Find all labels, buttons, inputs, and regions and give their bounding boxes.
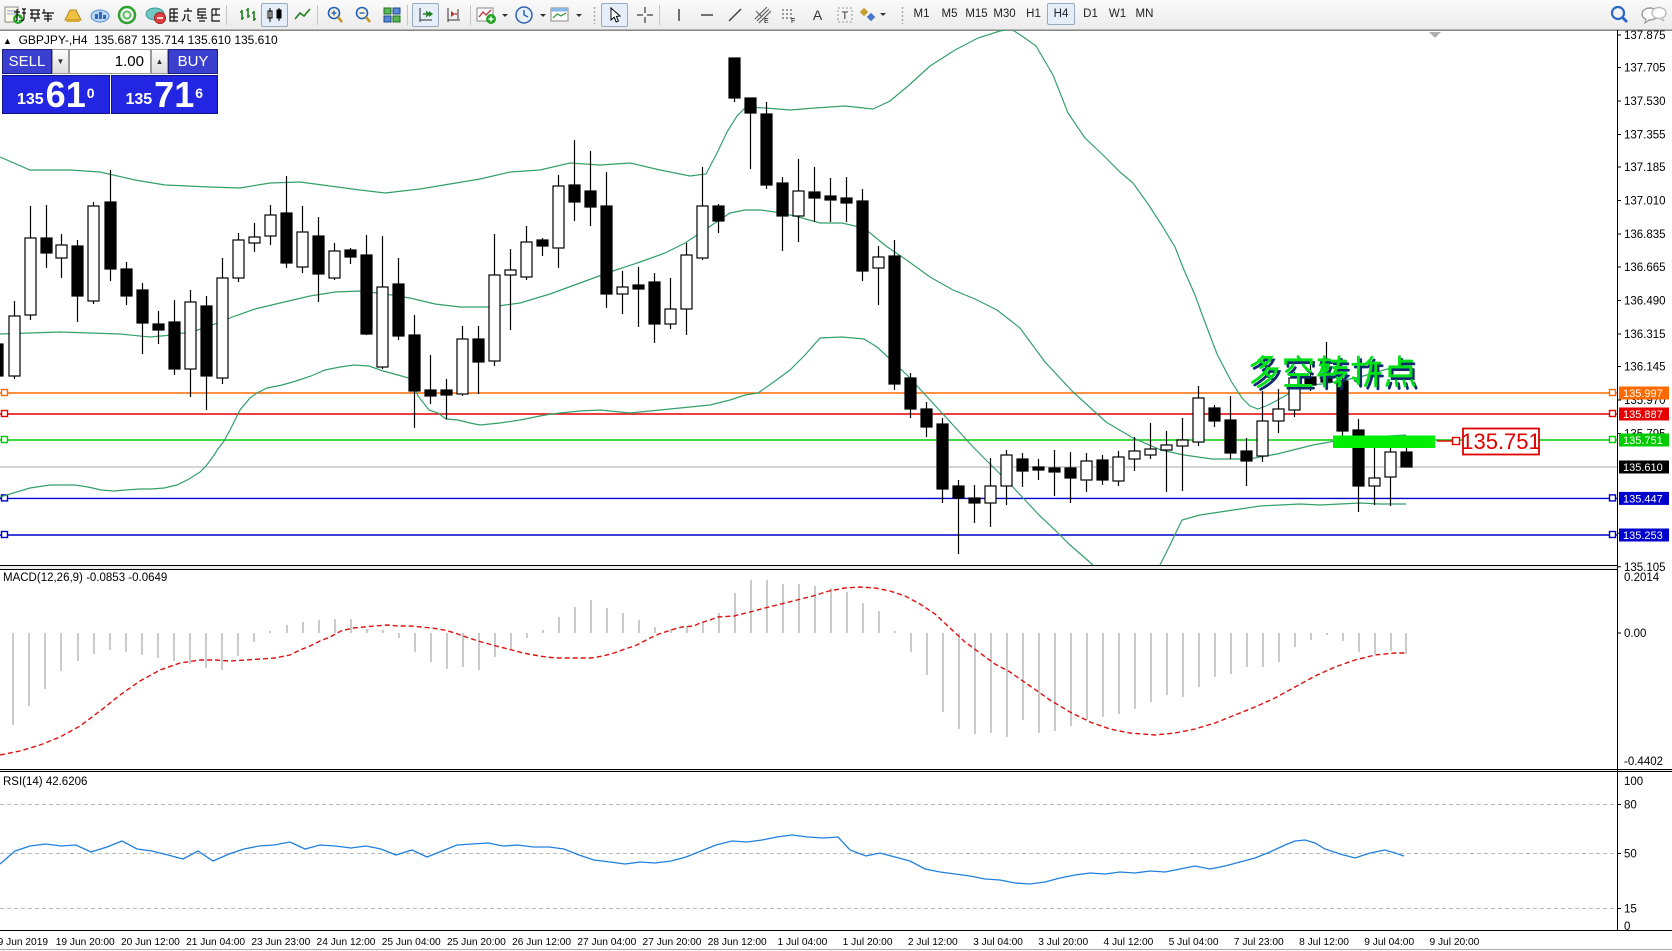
svg-text:0.00: 0.00: [1624, 628, 1646, 640]
svg-text:15: 15: [1624, 904, 1637, 916]
svg-text:136.145: 136.145: [1624, 362, 1666, 374]
svg-text:1 Jul 20:00: 1 Jul 20:00: [843, 937, 893, 948]
svg-text:136.490: 136.490: [1624, 296, 1666, 308]
svg-text:25 Jun 04:00: 25 Jun 04:00: [382, 937, 441, 948]
svg-text:27 Jun 20:00: 27 Jun 20:00: [643, 937, 702, 948]
svg-text:24 Jun 12:00: 24 Jun 12:00: [317, 937, 376, 948]
svg-text:135.887: 135.887: [1623, 409, 1663, 421]
svg-text:7 Jul 23:00: 7 Jul 23:00: [1234, 937, 1284, 948]
svg-text:136.665: 136.665: [1624, 262, 1666, 274]
svg-text:0.2014: 0.2014: [1624, 572, 1660, 584]
svg-text:137.355: 137.355: [1624, 130, 1666, 142]
svg-text:21 Jun 04:00: 21 Jun 04:00: [186, 937, 245, 948]
svg-text:RSI(14) 42.6206: RSI(14) 42.6206: [3, 776, 87, 788]
svg-text:137.185: 137.185: [1624, 162, 1666, 174]
svg-text:135.751: 135.751: [1623, 435, 1663, 447]
svg-text:137.530: 137.530: [1624, 96, 1666, 108]
svg-text:9 Jul 20:00: 9 Jul 20:00: [1429, 937, 1479, 948]
svg-text:137.705: 137.705: [1624, 63, 1666, 75]
svg-text:20 Jun 12:00: 20 Jun 12:00: [121, 937, 180, 948]
svg-text:23 Jun 23:00: 23 Jun 23:00: [251, 937, 310, 948]
svg-text:25 Jun 20:00: 25 Jun 20:00: [447, 937, 506, 948]
svg-text:137.010: 137.010: [1624, 196, 1666, 208]
svg-text:135.447: 135.447: [1623, 493, 1663, 505]
svg-text:5 Jul 04:00: 5 Jul 04:00: [1169, 937, 1219, 948]
svg-text:F: F: [791, 18, 795, 24]
svg-text:136.315: 136.315: [1624, 329, 1666, 341]
svg-text:26 Jun 12:00: 26 Jun 12:00: [512, 937, 571, 948]
svg-text:3 Jul 04:00: 3 Jul 04:00: [973, 937, 1023, 948]
svg-text:2 Jul 12:00: 2 Jul 12:00: [908, 937, 958, 948]
svg-text:8 Jul 12:00: 8 Jul 12:00: [1299, 937, 1349, 948]
svg-text:-0.4402: -0.4402: [1624, 756, 1663, 768]
svg-text:MACD(12,26,9) -0.0853 -0.0649: MACD(12,26,9) -0.0853 -0.0649: [3, 572, 167, 584]
svg-text:E: E: [764, 18, 769, 24]
svg-text:135.105: 135.105: [1624, 562, 1666, 574]
svg-text:4 Jul 12:00: 4 Jul 12:00: [1103, 937, 1153, 948]
svg-text:1 Jul 04:00: 1 Jul 04:00: [777, 937, 827, 948]
svg-text:0: 0: [1624, 921, 1630, 933]
svg-text:19 Jun 2019: 19 Jun 2019: [0, 937, 48, 948]
svg-text:9 Jul 04:00: 9 Jul 04:00: [1364, 937, 1414, 948]
svg-text:137.875: 137.875: [1624, 30, 1666, 42]
svg-text:136.835: 136.835: [1624, 229, 1666, 241]
svg-text:135.751: 135.751: [1461, 429, 1541, 454]
svg-text:27 Jun 04:00: 27 Jun 04:00: [577, 937, 636, 948]
svg-text:28 Jun 12:00: 28 Jun 12:00: [708, 937, 767, 948]
svg-text:100: 100: [1624, 776, 1643, 788]
svg-text:19 Jun 20:00: 19 Jun 20:00: [56, 937, 115, 948]
svg-text:T: T: [841, 10, 848, 22]
svg-text:50: 50: [1624, 849, 1637, 861]
svg-text:135.610: 135.610: [1623, 462, 1663, 474]
svg-text:135.997: 135.997: [1623, 388, 1663, 400]
svg-text:80: 80: [1624, 800, 1637, 812]
svg-text:135.253: 135.253: [1623, 530, 1663, 542]
svg-text:3 Jul 20:00: 3 Jul 20:00: [1038, 937, 1088, 948]
